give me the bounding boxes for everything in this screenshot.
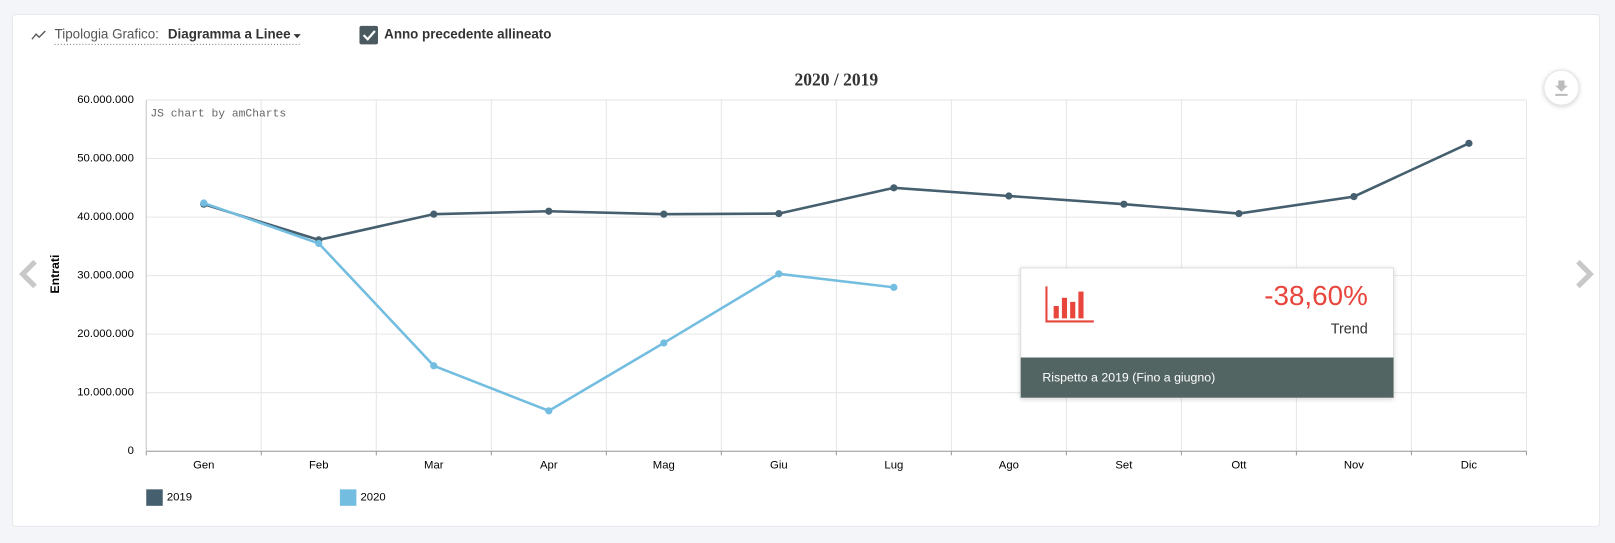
series-line [203,142,1470,242]
data-point [1465,139,1473,147]
data-point [545,407,553,415]
data-point [200,199,208,207]
checkbox-label[interactable]: Anno precedente allineato [384,27,551,42]
download-icon [1555,80,1568,96]
x-tick-label: Set [1115,460,1133,472]
data-point [1120,200,1128,208]
x-tick-label: Giu [770,460,788,472]
data-point [545,207,553,215]
y-axis-label: Entrati [48,255,62,294]
x-tick-label: Gen [193,460,214,472]
y-tick-label: 10.000.000 [77,387,134,399]
legend-label: 2019 [167,492,192,504]
kpi-icon-bar [1053,306,1059,319]
data-point [1350,192,1358,201]
y-tick-label: 40.000.000 [77,211,134,223]
next-arrow[interactable] [1576,259,1594,289]
kpi-value: -38,60% [1264,280,1368,311]
checkmark [362,30,376,41]
data-point [1235,209,1243,218]
y-tick-label: 0 [128,445,134,457]
x-tick-label: Mag [653,460,675,472]
y-tick-label: 60.000.000 [77,94,134,106]
data-point [890,283,898,291]
chart-title: 2020 / 2019 [795,69,879,89]
data-point [1005,192,1013,200]
legend-swatch [339,489,357,506]
x-tick-label: Ott [1231,460,1247,472]
chart-type-value[interactable]: Diagramma a Linee [168,27,291,42]
data-point [430,362,438,370]
data-point [660,339,668,347]
x-tick-label: Feb [309,460,329,472]
chart-type-label[interactable]: Tipologia Grafico: [55,27,159,42]
kpi-footer: Rispetto a 2019 (Fino a giugno) [1042,370,1215,384]
dropdown-caret[interactable] [293,34,301,39]
data-point [890,184,898,192]
watermark: JS chart by amCharts [150,108,286,120]
card [11,14,1601,527]
x-tick-label: Dic [1461,460,1478,472]
data-point [315,239,323,248]
prev-arrow[interactable] [19,259,37,289]
legend-label: 2020 [360,492,385,504]
x-tick-label: Apr [540,460,558,472]
line-icon [31,30,46,40]
x-tick-label: Lug [884,460,903,472]
kpi-footer-bg [1020,357,1394,398]
kpi-icon-axis [1045,286,1094,323]
data-point [775,270,783,278]
y-tick-label: 20.000.000 [77,328,134,340]
checkbox[interactable] [359,25,379,45]
kpi-label: Trend [1331,322,1368,338]
x-tick-label: Mar [424,460,444,472]
legend-swatch [146,489,163,506]
kpi-icon-bar [1078,291,1084,319]
kpi-icon-bar [1061,297,1068,319]
y-tick-label: 30.000.000 [77,270,134,282]
data-point [660,210,668,218]
x-tick-label: Ago [999,460,1019,472]
x-tick-label: Nov [1344,460,1364,472]
kpi-card: -38,60% Trend Rispetto a 2019 (Fino a gi… [1020,267,1395,399]
kpi-icon-bar [1070,301,1076,319]
data-point [775,209,783,218]
y-tick-label: 50.000.000 [77,153,134,165]
data-point [430,210,438,218]
